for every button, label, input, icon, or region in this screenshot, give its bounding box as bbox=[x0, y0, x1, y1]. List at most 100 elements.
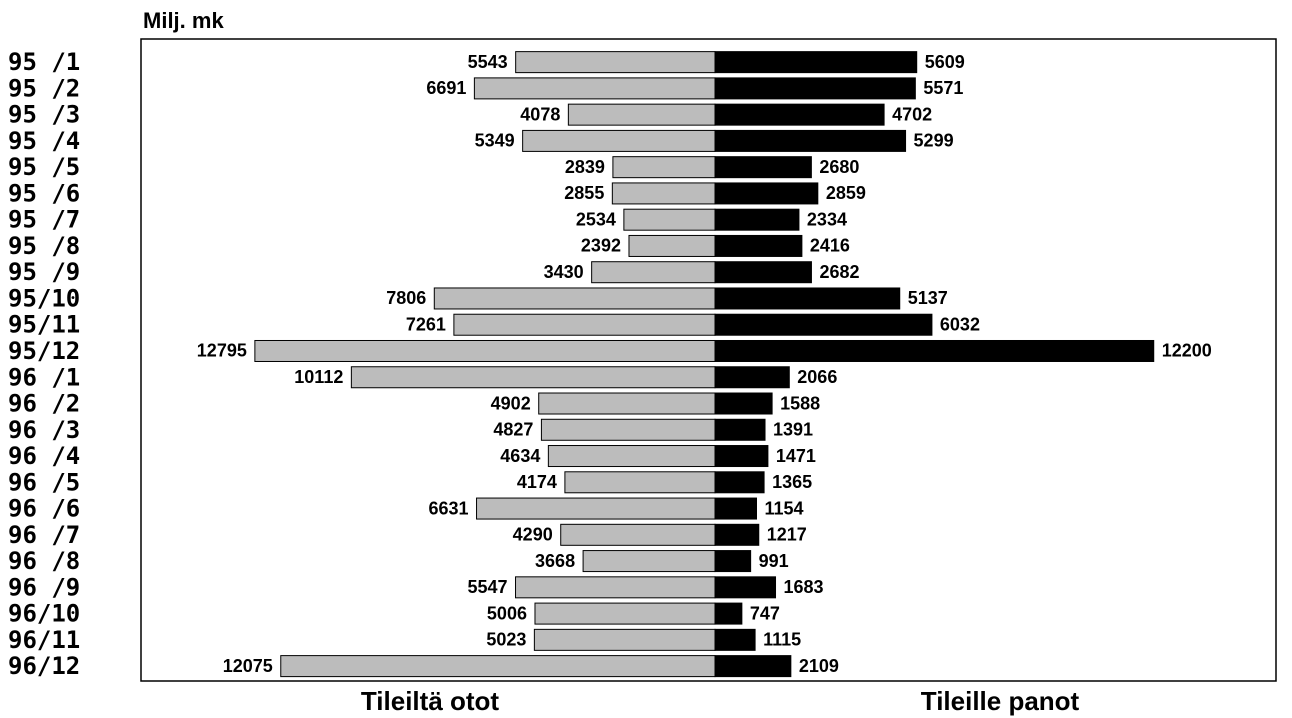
value-label: 4827 bbox=[493, 420, 533, 440]
bar bbox=[714, 103, 885, 126]
value-label: 2855 bbox=[564, 183, 604, 203]
bar bbox=[522, 129, 716, 152]
bar bbox=[628, 234, 716, 257]
value-label: 2859 bbox=[826, 183, 866, 203]
value-label: 4290 bbox=[513, 525, 553, 545]
category-label: 95 /5 bbox=[8, 153, 80, 181]
value-label: 1154 bbox=[764, 498, 803, 518]
bar bbox=[433, 287, 716, 310]
value-label: 1391 bbox=[773, 420, 813, 440]
bar bbox=[567, 103, 716, 126]
bar bbox=[714, 287, 901, 310]
value-label: 5299 bbox=[914, 131, 954, 151]
category-label: 96 /9 bbox=[8, 573, 80, 601]
value-label: 12795 bbox=[197, 341, 247, 361]
series-label: Tileiltä otot bbox=[361, 686, 500, 716]
value-label: 10112 bbox=[294, 367, 343, 387]
category-label: 96/12 bbox=[8, 652, 80, 680]
category-label: 95 /7 bbox=[8, 206, 80, 234]
value-label: 12200 bbox=[1162, 341, 1212, 361]
category-label: 95 /4 bbox=[8, 127, 80, 155]
bar bbox=[473, 77, 716, 100]
bar bbox=[714, 234, 803, 257]
bar bbox=[280, 655, 716, 678]
value-label: 2680 bbox=[819, 157, 859, 177]
value-label: 991 bbox=[759, 551, 789, 571]
value-label: 12075 bbox=[223, 656, 273, 676]
category-label: 95 /1 bbox=[8, 48, 80, 76]
bar bbox=[714, 129, 907, 152]
bar bbox=[714, 497, 757, 520]
bar bbox=[714, 392, 773, 415]
value-label: 1683 bbox=[784, 577, 824, 597]
bar bbox=[564, 471, 716, 494]
category-label: 96 /3 bbox=[8, 416, 80, 444]
value-label: 5137 bbox=[908, 288, 948, 308]
bar bbox=[476, 497, 716, 520]
value-label: 4902 bbox=[491, 393, 531, 413]
value-label: 747 bbox=[750, 603, 780, 623]
value-label: 2534 bbox=[576, 209, 616, 229]
bar bbox=[714, 339, 1155, 362]
category-label: 95 /2 bbox=[8, 74, 80, 102]
bar bbox=[714, 602, 743, 625]
category-label: 96 /1 bbox=[8, 363, 80, 391]
bar bbox=[515, 51, 716, 74]
value-label: 1588 bbox=[780, 393, 820, 413]
value-label: 1217 bbox=[767, 525, 807, 545]
category-label: 95/10 bbox=[8, 284, 80, 312]
value-label: 5609 bbox=[925, 52, 965, 72]
category-label: 96 /7 bbox=[8, 521, 80, 549]
bar bbox=[538, 392, 716, 415]
bar bbox=[714, 366, 790, 389]
value-label: 2682 bbox=[819, 262, 859, 282]
bar bbox=[714, 182, 819, 205]
bar bbox=[714, 156, 812, 179]
value-label: 3668 bbox=[535, 551, 575, 571]
chart-title: Milj. mk bbox=[143, 8, 224, 33]
bar bbox=[714, 261, 812, 284]
bar bbox=[714, 523, 760, 546]
bar bbox=[515, 576, 716, 599]
category-label: 96 /4 bbox=[8, 442, 80, 470]
value-label: 2392 bbox=[581, 236, 621, 256]
bar bbox=[547, 445, 716, 468]
value-label: 2416 bbox=[810, 236, 850, 256]
value-label: 5543 bbox=[468, 52, 508, 72]
bar bbox=[540, 418, 716, 441]
value-label: 7806 bbox=[386, 288, 426, 308]
bar bbox=[582, 550, 716, 573]
category-label: 95/12 bbox=[8, 337, 80, 365]
bar bbox=[350, 366, 716, 389]
bar bbox=[623, 208, 716, 231]
bar bbox=[714, 51, 918, 74]
category-label: 96 /8 bbox=[8, 547, 80, 575]
category-label: 96 /5 bbox=[8, 468, 80, 496]
category-label: 95 /8 bbox=[8, 232, 80, 260]
value-label: 6631 bbox=[428, 498, 468, 518]
category-label: 95 /3 bbox=[8, 101, 80, 129]
category-label: 95/11 bbox=[8, 311, 80, 339]
value-label: 5023 bbox=[486, 630, 526, 650]
bar bbox=[714, 418, 766, 441]
value-label: 3430 bbox=[544, 262, 584, 282]
value-label: 7261 bbox=[406, 314, 446, 334]
value-label: 6032 bbox=[940, 314, 980, 334]
value-label: 5547 bbox=[467, 577, 507, 597]
bar bbox=[714, 471, 765, 494]
category-label: 95 /6 bbox=[8, 179, 80, 207]
bar bbox=[254, 339, 716, 362]
value-label: 4174 bbox=[517, 472, 557, 492]
bar bbox=[714, 576, 777, 599]
category-label: 96 /2 bbox=[8, 390, 80, 418]
bar bbox=[534, 602, 716, 625]
series-label: Tileille panot bbox=[921, 686, 1080, 716]
value-label: 1115 bbox=[763, 630, 801, 650]
bar bbox=[611, 182, 716, 205]
value-label: 2066 bbox=[797, 367, 837, 387]
value-label: 4078 bbox=[520, 104, 560, 124]
value-label: 6691 bbox=[426, 78, 466, 98]
bar bbox=[533, 628, 716, 651]
bar bbox=[591, 261, 716, 284]
